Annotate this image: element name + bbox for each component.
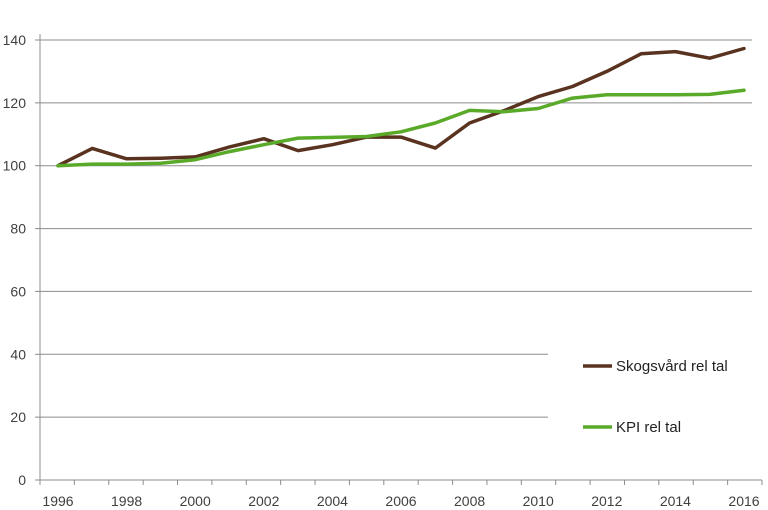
y-tick-label: 20 (10, 409, 26, 425)
x-tick-label: 2012 (591, 493, 622, 509)
y-tick-label: 140 (3, 32, 27, 48)
x-tick-label: 2006 (385, 493, 416, 509)
y-tick-label: 40 (10, 346, 26, 362)
legend: Skogsvård rel tal KPI rel tal (583, 358, 728, 436)
y-tick-label: 0 (18, 472, 26, 488)
gridlines (40, 39, 752, 418)
y-tick-label: 80 (10, 221, 26, 237)
series-line-kpi (56, 88, 746, 168)
y-axis-tick-labels: 0 20 40 60 80 100 120 140 (3, 32, 27, 488)
x-tick-label: 2000 (180, 493, 211, 509)
x-tick-label: 2016 (728, 493, 759, 509)
x-tick-label: 1998 (111, 493, 142, 509)
x-tick-label: 2004 (317, 493, 348, 509)
x-tick-label: 1996 (42, 493, 73, 509)
series-lines (56, 46, 746, 168)
y-tick-label: 60 (10, 283, 26, 299)
series-line-skogsvard (56, 46, 746, 168)
axes (35, 34, 763, 485)
x-tick-label: 2008 (454, 493, 485, 509)
y-tick-label: 100 (3, 158, 27, 174)
x-tick-label: 2010 (523, 493, 554, 509)
legend-label: KPI rel tal (616, 419, 681, 436)
legend-label: Skogsvård rel tal (616, 358, 728, 375)
x-axis-tick-labels: 1996 1998 2000 2002 2004 2006 2008 2010 2012 2014… (42, 493, 759, 509)
x-tick-label: 2002 (248, 493, 279, 509)
y-tick-label: 120 (3, 95, 27, 111)
x-tick-label: 2014 (660, 493, 691, 509)
